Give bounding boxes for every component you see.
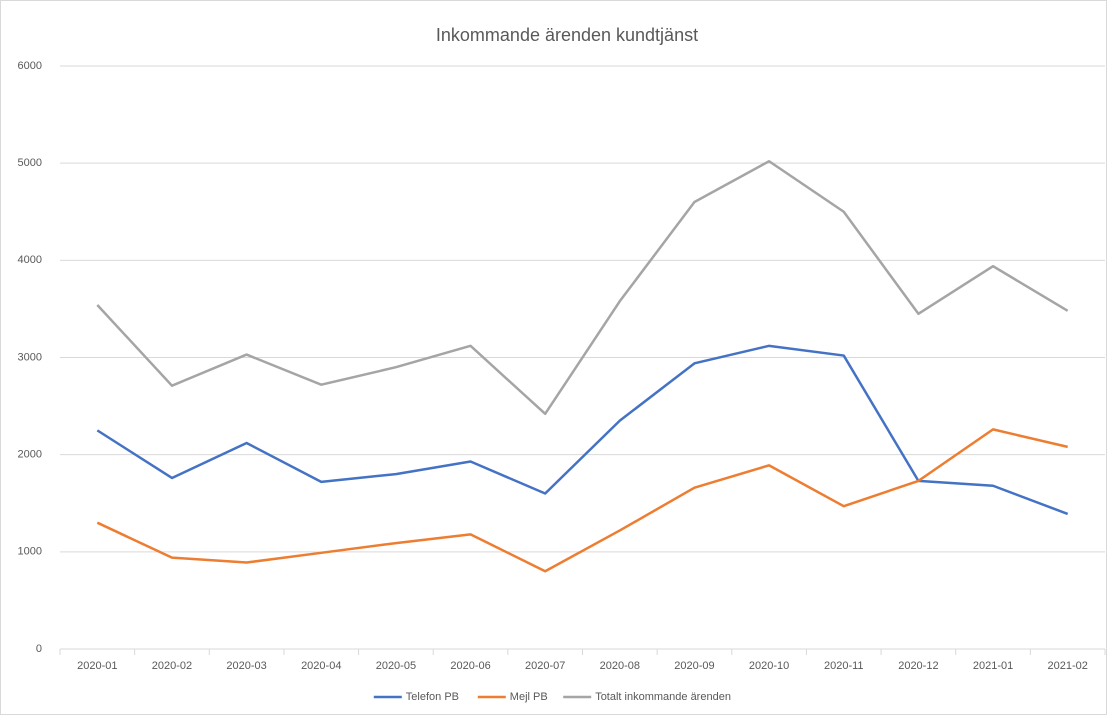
y-tick-label: 3000: [18, 351, 42, 363]
x-tick-label: 2020-04: [301, 660, 341, 672]
y-tick-label: 5000: [18, 157, 42, 169]
x-tick-label: 2020-03: [226, 660, 266, 672]
x-tick-label: 2020-12: [898, 660, 938, 672]
chart-title: Inkommande ärenden kundtjänst: [436, 25, 698, 45]
x-tick-label: 2020-07: [525, 660, 565, 672]
legend-label: Totalt inkommande ärenden: [595, 691, 731, 703]
x-tick-label: 2020-11: [824, 660, 864, 672]
y-tick-label: 6000: [18, 60, 42, 72]
series-line: [96, 344, 1069, 516]
x-tick-label: 2020-05: [376, 660, 416, 672]
x-tick-label: 2020-02: [152, 660, 192, 672]
x-tick-label: 2020-08: [600, 660, 640, 672]
series-line: [96, 428, 1068, 573]
y-tick-label: 4000: [18, 254, 42, 266]
y-tick-label: 2000: [18, 449, 42, 461]
x-tick-label: 2020-09: [674, 660, 714, 672]
y-tick-label: 0: [36, 643, 42, 655]
legend-label: Telefon PB: [406, 691, 459, 703]
x-tick-label: 2021-02: [1047, 660, 1087, 672]
x-tick-label: 2021-01: [973, 660, 1013, 672]
y-tick-label: 1000: [18, 546, 42, 558]
legend-label: Mejl PB: [510, 691, 548, 703]
series-line: [96, 159, 1069, 416]
x-tick-label: 2020-06: [450, 660, 490, 672]
x-tick-label: 2020-10: [749, 660, 789, 672]
x-tick-label: 2020-01: [77, 660, 117, 672]
